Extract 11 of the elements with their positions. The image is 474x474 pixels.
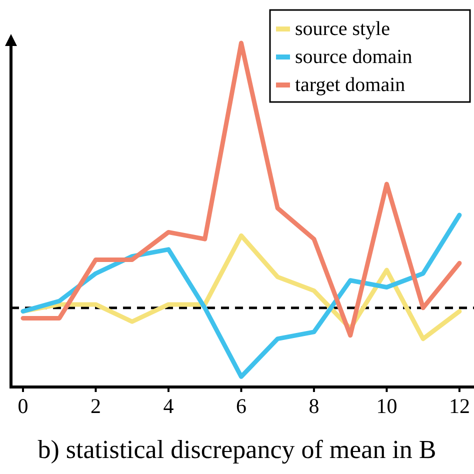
x-tick-label: 8: [308, 394, 320, 418]
x-tick-label: 4: [163, 394, 174, 418]
x-tick-label: 10: [376, 394, 398, 418]
legend-label: source domain: [295, 46, 412, 68]
x-tick-label: 2: [90, 394, 101, 418]
legend-label: source style: [295, 18, 390, 40]
x-tick-label: 6: [236, 394, 246, 418]
x-tick-label: 0: [18, 394, 28, 418]
x-axis-title: b) statistical discrepancy of mean in B: [38, 435, 436, 464]
x-tick-label: 12: [448, 394, 470, 418]
legend-label: target domain: [295, 74, 406, 96]
